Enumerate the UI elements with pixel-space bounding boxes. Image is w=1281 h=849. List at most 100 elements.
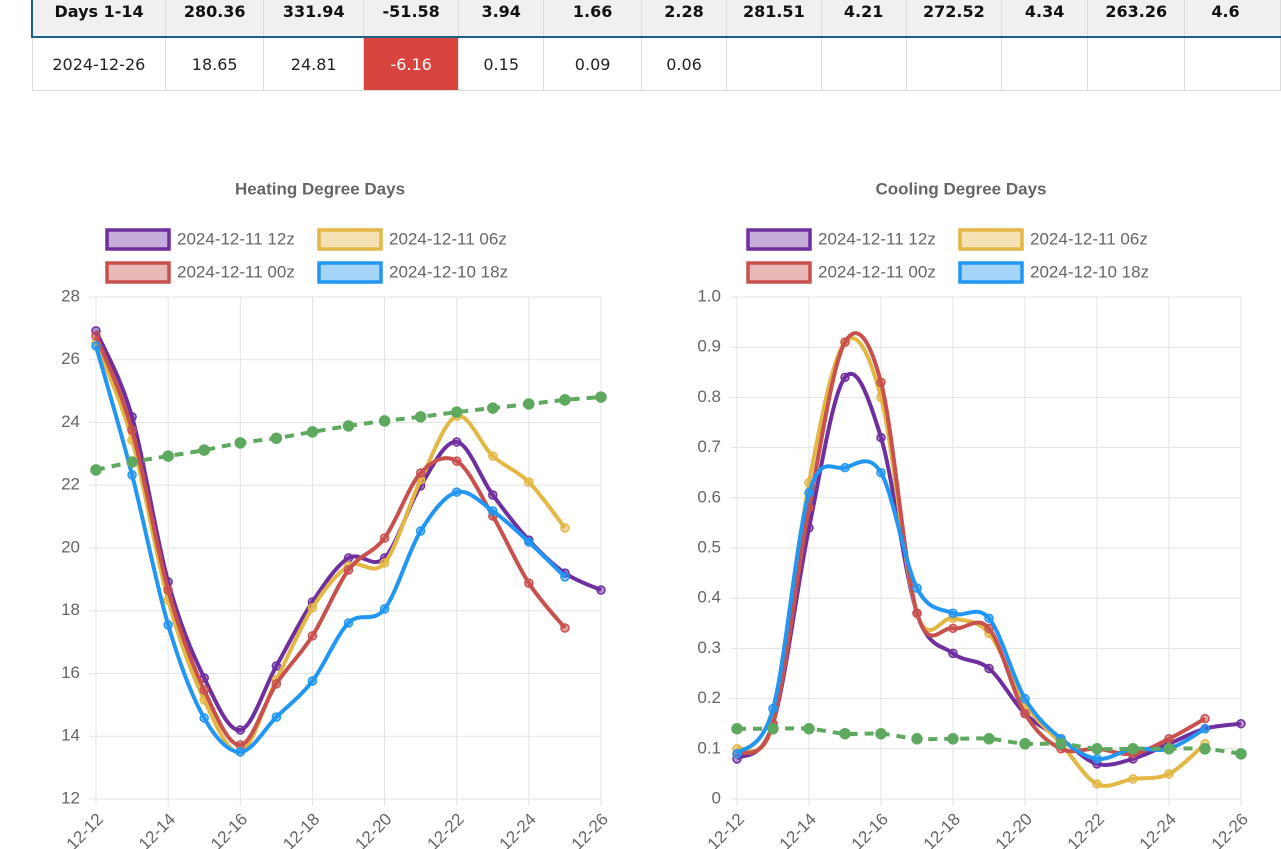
data-point xyxy=(876,467,886,478)
empty-cell xyxy=(820,36,907,91)
data-point xyxy=(732,749,742,759)
data-point xyxy=(875,727,887,740)
data-point xyxy=(524,537,534,547)
data-point xyxy=(524,477,534,487)
x-tick-label: 12-22 xyxy=(424,810,468,849)
cell: 0.09 xyxy=(543,36,642,91)
legend-label: 2024-12-11 00z xyxy=(177,262,295,281)
data-point xyxy=(199,713,209,723)
data-point xyxy=(270,432,283,444)
data-point xyxy=(1236,718,1246,729)
y-tick-label: 0.5 xyxy=(697,537,721,556)
data-point xyxy=(596,585,606,595)
data-point xyxy=(1020,693,1030,704)
x-tick-label: 12-20 xyxy=(992,810,1036,849)
cell: 2024-12-26 xyxy=(31,36,167,91)
legend-swatch xyxy=(746,261,812,284)
y-tick-label: 12 xyxy=(61,788,80,807)
cell: 280.36 xyxy=(165,0,265,38)
data-point xyxy=(271,679,282,689)
data-point xyxy=(839,727,851,740)
empty-cell xyxy=(726,36,822,91)
data-point xyxy=(163,620,173,630)
forecast-table: Days 1-14 280.36 331.94 -51.58 3.94 1.66… xyxy=(31,0,1281,91)
series-line xyxy=(735,336,1207,788)
x-tick-label: 12-16 xyxy=(207,810,251,849)
data-point xyxy=(378,415,391,427)
data-point xyxy=(415,468,426,478)
data-point xyxy=(234,437,247,449)
data-point xyxy=(1092,754,1102,764)
data-point xyxy=(1164,769,1174,779)
cell: 263.26 xyxy=(1087,0,1186,38)
series-line xyxy=(735,459,1207,761)
cell: 0.06 xyxy=(640,36,728,91)
x-tick-label: 12-16 xyxy=(848,810,892,849)
data-point xyxy=(199,685,209,695)
series-line xyxy=(737,726,1242,756)
cell: 4.34 xyxy=(1001,0,1089,38)
data-point xyxy=(983,733,995,745)
data-point xyxy=(523,398,535,410)
data-point xyxy=(559,394,571,406)
empty-cell xyxy=(1001,36,1089,91)
data-point xyxy=(767,722,779,735)
data-point xyxy=(307,603,318,613)
data-point xyxy=(488,506,498,516)
legend-label: 2024-12-10 18z xyxy=(389,262,508,281)
data-point xyxy=(487,402,499,414)
data-point xyxy=(488,451,498,461)
data-point xyxy=(307,631,318,641)
cell: 281.51 xyxy=(726,0,822,38)
data-point xyxy=(342,420,355,432)
data-point xyxy=(451,487,462,497)
data-point xyxy=(90,464,102,476)
cell: 3.94 xyxy=(458,0,545,38)
data-point xyxy=(1200,723,1210,734)
data-point xyxy=(840,337,850,347)
cell: 272.52 xyxy=(905,0,1003,38)
chart-title: Cooling Degree Days xyxy=(876,179,1047,198)
cell: Days 1-14 xyxy=(31,0,167,38)
data-point xyxy=(524,578,534,588)
data-point xyxy=(1020,708,1030,719)
data-point xyxy=(804,488,814,498)
legend-label: 2024-12-11 12z xyxy=(177,229,295,248)
data-point xyxy=(271,661,282,671)
cell: 4.6 xyxy=(1184,0,1281,38)
data-point xyxy=(948,648,958,659)
data-point xyxy=(948,623,958,634)
data-point xyxy=(1019,738,1031,750)
y-tick-label: 0.9 xyxy=(697,337,721,356)
data-point xyxy=(1235,748,1247,760)
data-point xyxy=(840,372,850,383)
y-tick-label: 0 xyxy=(712,788,721,807)
data-point xyxy=(451,456,462,466)
legend-label: 2024-12-11 06z xyxy=(389,229,507,248)
data-point xyxy=(560,572,570,582)
data-point xyxy=(1128,774,1138,784)
data-point xyxy=(1200,713,1210,724)
x-tick-label: 12-22 xyxy=(1064,810,1108,849)
data-point xyxy=(235,725,246,735)
x-tick-label: 12-14 xyxy=(135,810,179,849)
cell: 331.94 xyxy=(263,0,365,38)
series-line xyxy=(735,372,1242,767)
data-point xyxy=(343,553,354,563)
data-point xyxy=(1092,779,1102,789)
data-point xyxy=(450,406,463,418)
data-point xyxy=(947,733,959,745)
y-tick-label: 0.1 xyxy=(697,738,721,757)
data-point xyxy=(379,533,390,543)
data-point xyxy=(343,565,354,575)
data-point xyxy=(91,331,101,341)
cell: -51.58 xyxy=(363,0,460,38)
y-tick-label: 18 xyxy=(61,600,80,619)
legend-swatch xyxy=(317,261,383,284)
x-tick-label: 12-12 xyxy=(704,810,748,849)
cell: 1.66 xyxy=(543,0,642,38)
data-point xyxy=(876,432,886,443)
data-point xyxy=(948,608,958,619)
data-point xyxy=(560,623,570,633)
